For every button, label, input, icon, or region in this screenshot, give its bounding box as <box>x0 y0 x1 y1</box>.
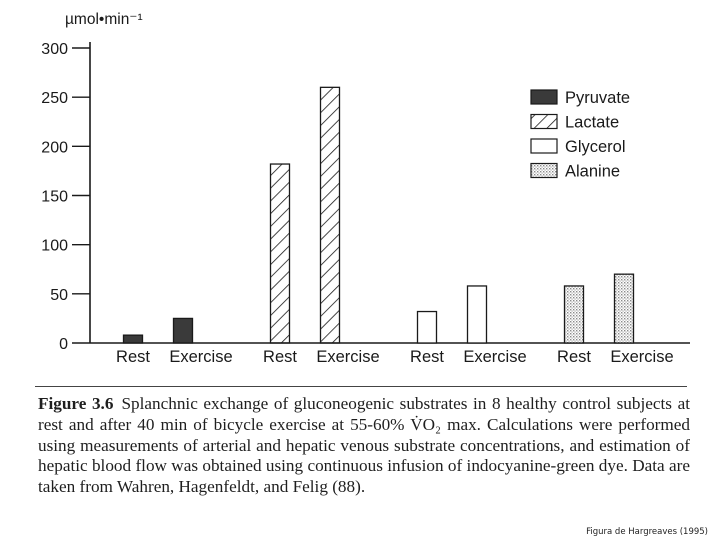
bar-glycerol-exercise <box>466 285 488 344</box>
figure-credit: Figura de Hargreaves (1995) <box>586 527 708 537</box>
x-label-pyruvate-rest: Rest <box>116 348 150 366</box>
x-label-lactate-rest: Rest <box>263 348 297 366</box>
legend: Pyruvate Lactate Glycerol Alanine <box>530 89 630 181</box>
bar-glycerol-rest <box>416 310 438 344</box>
y-tick-label: 300 <box>41 41 68 58</box>
figure-caption-text: Splanchnic exchange of gluconeogenic sub… <box>38 394 690 497</box>
y-tick-label: 50 <box>50 287 68 304</box>
bar-lactate-rest <box>269 163 291 344</box>
bar-chart: 0 50 100 150 200 250 300 µmol•min⁻¹ Rest Exercis… <box>41 11 690 366</box>
x-label-glycerol-rest: Rest <box>410 348 444 366</box>
legend-label-glycerol: Glycerol <box>565 138 626 156</box>
legend-swatch-lactate <box>530 113 558 130</box>
x-label-glycerol-exercise: Exercise <box>463 348 526 366</box>
legend-swatch-pyruvate <box>530 89 558 105</box>
bar-alanine-exercise <box>613 273 635 344</box>
legend-label-lactate: Lactate <box>565 114 619 132</box>
y-unit-label: µmol•min⁻¹ <box>65 11 143 28</box>
legend-swatch-alanine <box>530 162 558 179</box>
y-tick-label: 0 <box>59 336 68 353</box>
bars <box>122 86 635 344</box>
x-label-pyruvate-exercise: Exercise <box>169 348 232 366</box>
y-tick-label: 150 <box>41 189 68 206</box>
legend-label-pyruvate: Pyruvate <box>565 89 630 107</box>
x-label-lactate-exercise: Exercise <box>316 348 379 366</box>
x-label-alanine-exercise: Exercise <box>610 348 673 366</box>
y-tick-label: 100 <box>41 238 68 255</box>
bar-pyruvate-rest <box>122 334 144 344</box>
y-tick-label: 250 <box>41 90 68 107</box>
legend-label-alanine: Alanine <box>565 163 620 181</box>
x-label-alanine-rest: Rest <box>557 348 591 366</box>
axes: 0 50 100 150 200 250 300 µmol•min⁻¹ <box>41 11 690 353</box>
caption-divider <box>35 386 687 387</box>
legend-swatch-glycerol <box>530 138 558 154</box>
bar-alanine-rest <box>563 285 585 344</box>
figure-label: Figure 3.6 <box>38 394 114 413</box>
bar-lactate-exercise <box>319 86 341 344</box>
x-tick-labels: Rest Exercise Rest Exercise Rest Exercise Rest… <box>116 348 674 366</box>
y-tick-label: 200 <box>41 139 68 156</box>
bar-pyruvate-exercise <box>172 317 194 344</box>
figure-caption: Figure 3.6 Splanchnic exchange of glucone… <box>38 394 690 498</box>
